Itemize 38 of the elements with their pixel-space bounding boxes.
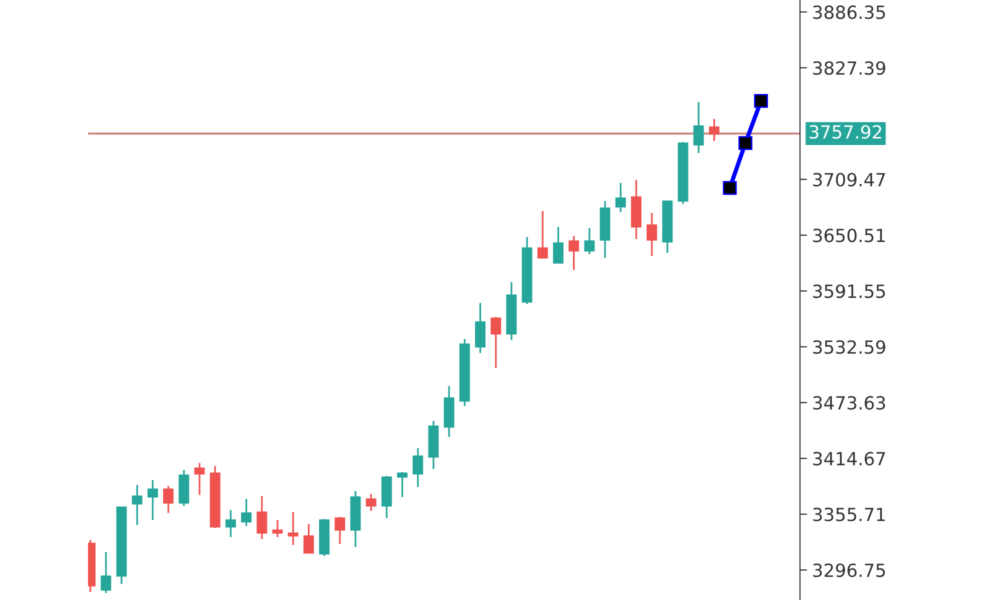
candlestick: [256, 495, 268, 540]
candlestick: [132, 484, 142, 526]
candlestick: [553, 226, 564, 264]
candlestick: [568, 235, 580, 271]
y-tick-label: 3473.63: [813, 396, 886, 410]
ref-line-label: 3757.92: [810, 125, 882, 139]
candlestick: [646, 212, 658, 257]
candlestick: [225, 509, 236, 538]
y-tick-label: 3650.51: [813, 228, 885, 242]
y-tick-label: 3709.47: [813, 172, 885, 186]
y-tick-label: 3591.55: [813, 284, 885, 298]
y-tick-label: 3886.35: [813, 5, 885, 20]
point: [754, 94, 768, 108]
y-tick-label: 3355.71: [813, 508, 885, 522]
candlestick: [272, 519, 283, 538]
y-tick-label: 3532.59: [813, 340, 886, 354]
candlestick: [584, 227, 595, 255]
candlestick: [397, 471, 408, 498]
candlestick: [288, 511, 298, 546]
candlestick: [147, 479, 158, 521]
candlestick: [537, 210, 548, 259]
candlestick: [490, 316, 502, 369]
candlestick: [334, 516, 346, 545]
candlestick: [615, 182, 626, 213]
candlestick: [708, 118, 720, 142]
candlestick: [241, 498, 252, 527]
point: [722, 181, 737, 195]
candlestick: [163, 485, 174, 514]
candlestick: [366, 493, 376, 512]
candlestick: [100, 551, 112, 594]
y-tick-label: 3827.39: [813, 61, 886, 75]
y-tick-label: 3296.75: [813, 563, 885, 578]
candlestick: [693, 101, 704, 154]
candlestick: [412, 447, 424, 488]
candlestick: [194, 462, 205, 496]
y-tick-label: 3414.67: [813, 452, 885, 466]
candlestick: [303, 523, 314, 554]
point: [738, 136, 752, 150]
